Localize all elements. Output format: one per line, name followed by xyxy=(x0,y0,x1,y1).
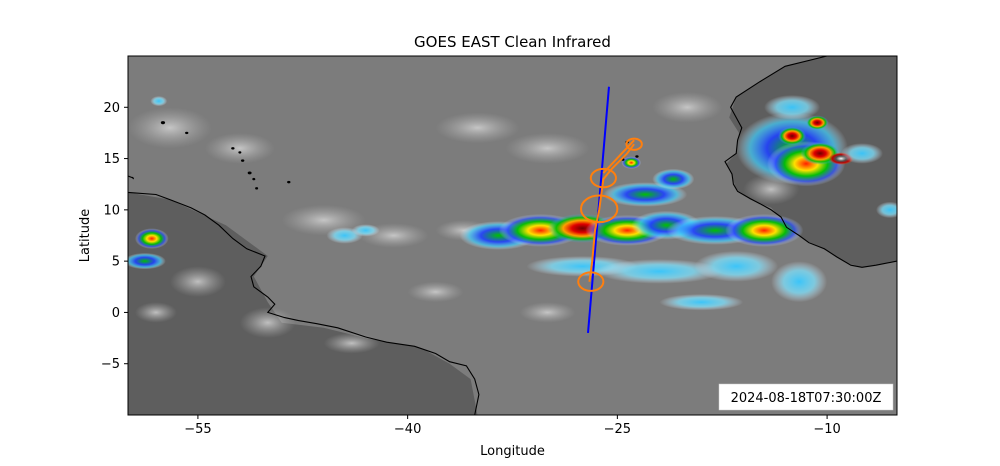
storm-cell-18 xyxy=(771,261,828,303)
island-2 xyxy=(185,131,189,135)
y-tick-label: 10 xyxy=(103,203,120,218)
x-tick-label: −25 xyxy=(604,422,631,437)
coastline-0 xyxy=(128,191,480,415)
cloud-12 xyxy=(407,281,464,303)
land-south-america xyxy=(128,192,478,415)
coastline-6 xyxy=(104,187,105,189)
cloud-14 xyxy=(134,302,177,323)
cloud-6 xyxy=(239,307,296,339)
chart-title: GOES EAST Clean Infrared xyxy=(414,33,611,51)
sonde-path xyxy=(588,143,635,282)
cloud-0 xyxy=(128,107,212,149)
y-tick-label: −5 xyxy=(101,357,120,372)
storm-cell-14 xyxy=(621,156,642,169)
island-7 xyxy=(252,177,256,181)
storm-cell-0 xyxy=(135,228,169,249)
storm-cell-16 xyxy=(596,259,723,284)
storm-cell-4 xyxy=(351,224,380,237)
x-axis-ticks: −55 −40 −25 −10 xyxy=(184,415,841,437)
sonde-path-return xyxy=(602,139,635,174)
storm-cell-23 xyxy=(778,126,807,146)
y-tick-label: 0 xyxy=(112,306,120,321)
island-8 xyxy=(255,187,259,190)
storm-cell-27 xyxy=(841,143,883,164)
coastline-2 xyxy=(100,139,111,147)
island-1 xyxy=(160,121,166,125)
island-6 xyxy=(247,171,252,175)
timestamp-background xyxy=(718,383,894,411)
storm-cell-24 xyxy=(806,115,829,130)
sonde-circle-1 xyxy=(580,194,619,224)
coastline-1 xyxy=(724,56,897,268)
y-axis-ticks: −5 0 5 10 15 20 xyxy=(101,101,128,372)
island-11 xyxy=(635,155,639,158)
coastline-8 xyxy=(128,175,134,179)
storm-cell-25 xyxy=(764,95,821,120)
x-tick-label: −40 xyxy=(394,422,421,437)
cloud-1 xyxy=(204,132,275,164)
sonde-circle-2 xyxy=(589,167,617,189)
timestamp-label: 2024-08-18T07:30:00Z xyxy=(731,391,882,406)
coastline-4 xyxy=(114,169,115,171)
island-5 xyxy=(240,159,245,162)
y-axis-label: Latitude xyxy=(78,209,93,263)
plot-area xyxy=(100,56,897,415)
storm-cell-1 xyxy=(128,252,166,270)
x-tick-label: −10 xyxy=(813,422,840,437)
cloud-10 xyxy=(652,91,723,123)
sonde-circle-3 xyxy=(625,137,643,151)
cloud-5 xyxy=(169,266,226,298)
y-tick-label: 5 xyxy=(112,255,120,270)
storm-cell-19 xyxy=(659,294,744,311)
island-4 xyxy=(238,151,242,154)
x-axis-label: Longitude xyxy=(480,444,545,459)
cloud-9 xyxy=(505,132,590,164)
storm-cell-17 xyxy=(694,250,779,282)
convection-layer xyxy=(128,95,897,311)
cloud-7 xyxy=(323,332,380,354)
flight-track-layer xyxy=(577,86,643,334)
storm-cell-13 xyxy=(652,168,695,190)
timestamp-box: 2024-08-18T07:30:00Z xyxy=(718,383,894,411)
cloud-13 xyxy=(519,302,576,323)
y-tick-label: 20 xyxy=(103,101,120,116)
island-9 xyxy=(287,180,291,184)
x-tick-label: −55 xyxy=(184,422,211,437)
plot-frame xyxy=(127,55,898,416)
sonde-circle-0 xyxy=(577,271,605,292)
island-3 xyxy=(231,147,235,150)
storm-cell-28 xyxy=(876,201,897,219)
y-tick-label: 15 xyxy=(103,152,120,167)
cloud-8 xyxy=(435,112,520,144)
storm-cell-2 xyxy=(150,96,168,107)
